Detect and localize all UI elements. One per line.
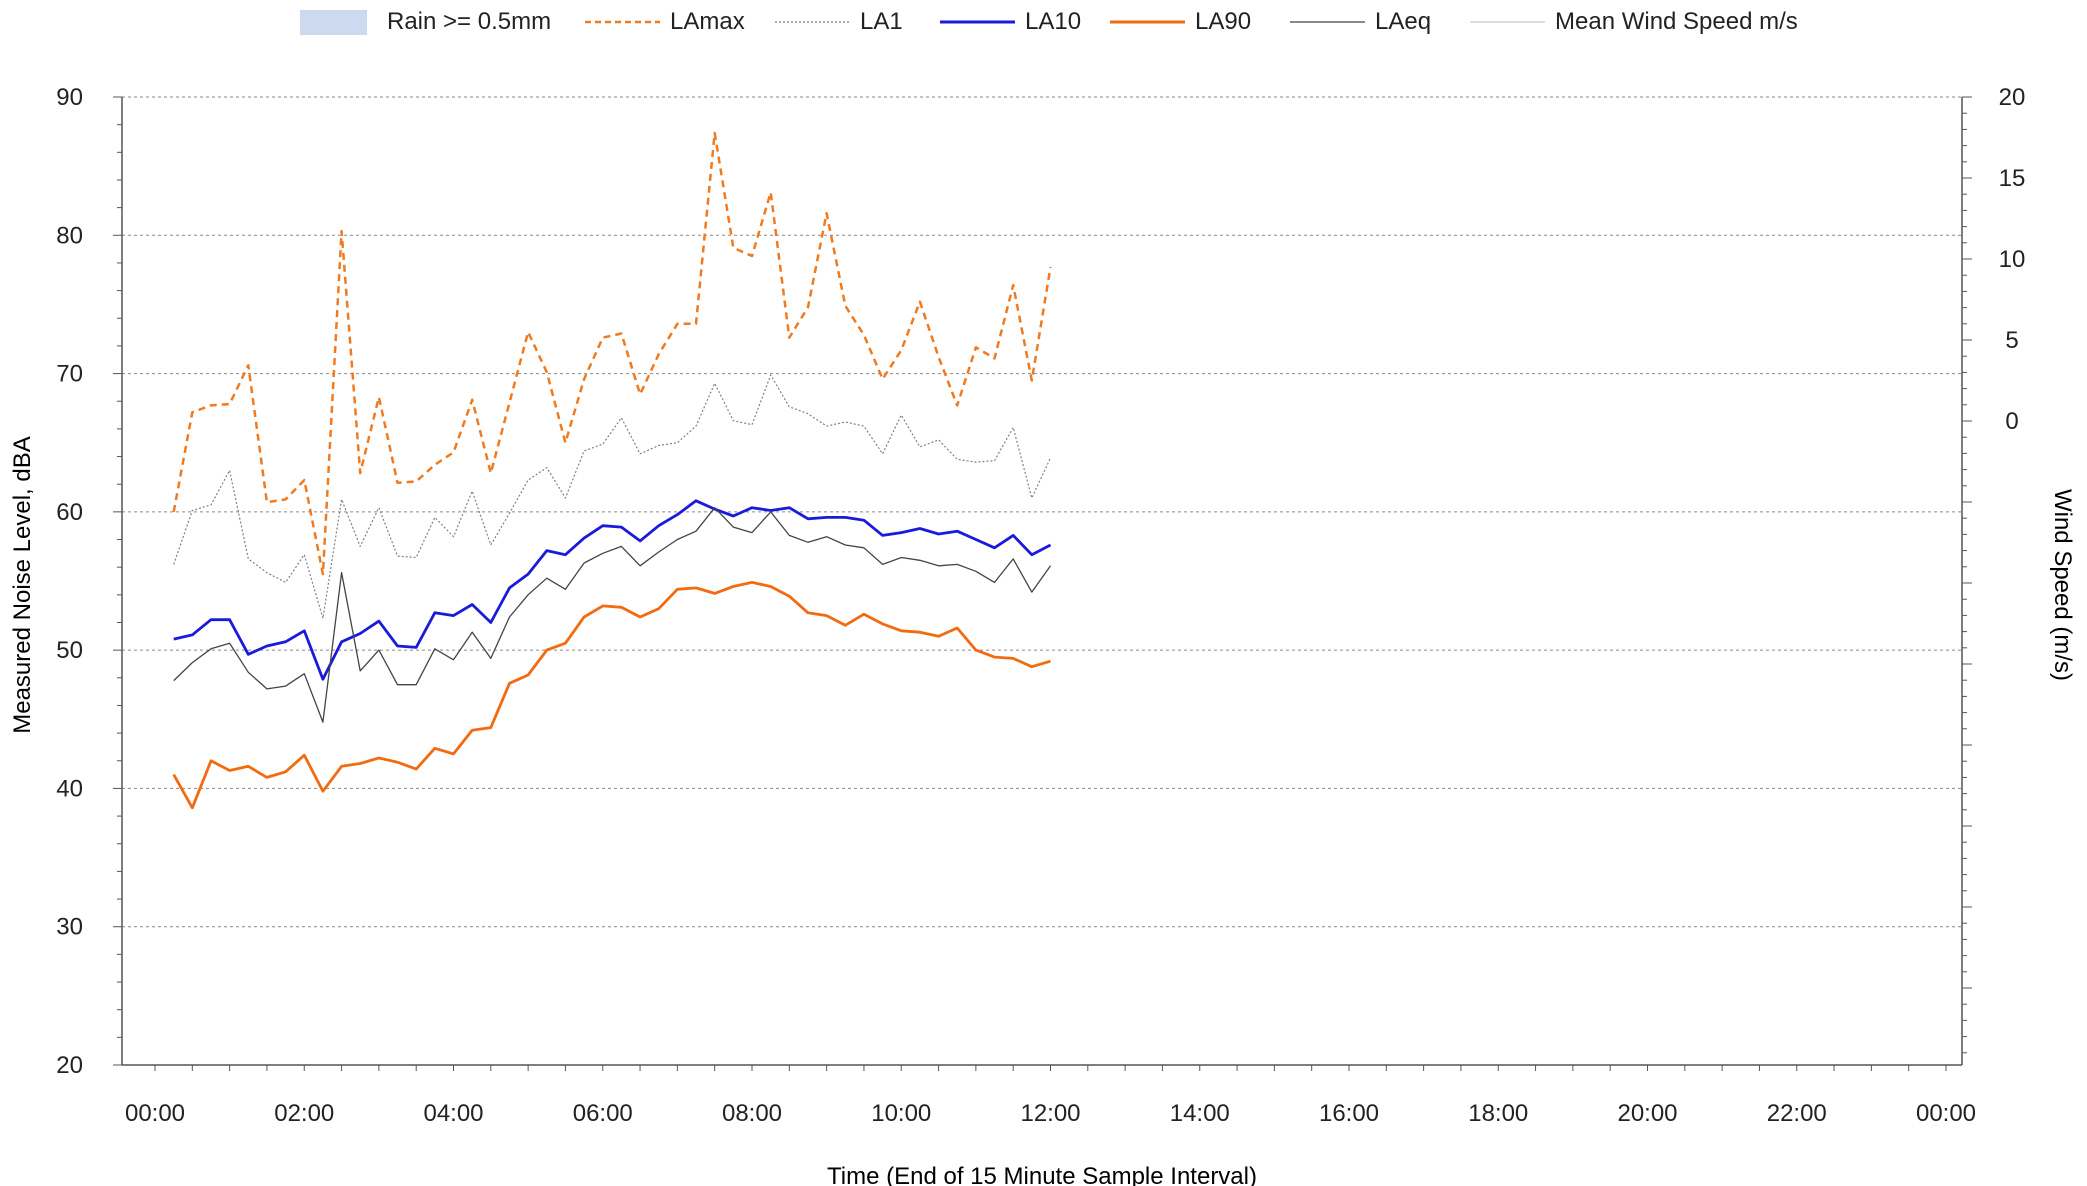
y2-tick-label: 15 xyxy=(1999,165,2026,192)
y-tick-label: 80 xyxy=(56,222,83,249)
y-tick-label: 20 xyxy=(56,1052,83,1079)
x-tick-label: 04:00 xyxy=(423,1100,483,1127)
y-axis-ticks: 20 30 40 50 60 70 80 90 xyxy=(56,84,122,1079)
legend-item-la10: LA10 xyxy=(940,8,1081,35)
x-tick-label: 22:00 xyxy=(1767,1100,1827,1127)
y-tick-label: 60 xyxy=(56,499,83,526)
legend-item-mean-wind-speed-m-s: Mean Wind Speed m/s xyxy=(1470,8,1798,35)
legend: Rain >= 0.5mm LAmax LA1 LA10 LA90 LAeq Mean Wi… xyxy=(300,8,1798,35)
series-line-lamax xyxy=(172,131,1052,576)
y-tick-label: 70 xyxy=(56,361,83,388)
legend-item-rain-0-5mm: Rain >= 0.5mm xyxy=(300,8,551,35)
legend-label: Rain >= 0.5mm xyxy=(387,8,551,35)
legend-item-la90: LA90 xyxy=(1110,8,1251,35)
legend-label: LA1 xyxy=(860,8,903,35)
legend-swatch xyxy=(300,10,367,35)
series-lines xyxy=(172,131,1052,810)
y2-tick-label: 0 xyxy=(2005,408,2018,435)
y-tick-label: 50 xyxy=(56,637,83,664)
y-tick-label: 30 xyxy=(56,914,83,941)
legend-label: LA90 xyxy=(1195,8,1251,35)
y-axis-title: Measured Noise Level, dBA xyxy=(9,436,36,734)
x-axis-ticks: 00:00 02:00 04:00 06:00 08:00 10:00 12:00 14:00… xyxy=(125,1065,1976,1127)
series-line-la1 xyxy=(173,374,1052,619)
legend-label: LAmax xyxy=(670,8,745,35)
axes xyxy=(121,97,1963,1066)
series-line-la10 xyxy=(173,499,1052,681)
x-axis-title: Time (End of 15 Minute Sample Interval) xyxy=(827,1163,1257,1186)
y2-tick-label: 20 xyxy=(1999,84,2026,111)
x-tick-label: 14:00 xyxy=(1170,1100,1230,1127)
gridlines xyxy=(122,96,1962,928)
x-tick-label: 08:00 xyxy=(722,1100,782,1127)
series-line-la90 xyxy=(172,581,1051,810)
y2-axis-title: Wind Speed (m/s) xyxy=(2049,489,2076,681)
legend-label: LAeq xyxy=(1375,8,1431,35)
x-tick-label: 06:00 xyxy=(573,1100,633,1127)
x-tick-label: 00:00 xyxy=(125,1100,185,1127)
y-tick-label: 40 xyxy=(56,775,83,802)
legend-item-laeq: LAeq xyxy=(1290,8,1431,35)
x-tick-label: 20:00 xyxy=(1617,1100,1677,1127)
legend-item-la1: LA1 xyxy=(775,8,903,35)
series-line-laeq xyxy=(173,507,1052,723)
legend-label: Mean Wind Speed m/s xyxy=(1555,8,1798,35)
y2-axis-ticks: 0 5 10 15 20 xyxy=(1962,84,2026,1054)
y2-tick-label: 10 xyxy=(1999,246,2026,273)
x-tick-label: 12:00 xyxy=(1020,1100,1080,1127)
legend-item-lamax: LAmax xyxy=(585,8,745,35)
x-tick-label: 02:00 xyxy=(274,1100,334,1127)
x-tick-label: 10:00 xyxy=(871,1100,931,1127)
y-tick-label: 90 xyxy=(56,84,83,111)
legend-label: LA10 xyxy=(1025,8,1081,35)
y2-tick-label: 5 xyxy=(2005,327,2018,354)
x-tick-label: 00:00 xyxy=(1916,1100,1976,1127)
x-tick-label: 16:00 xyxy=(1319,1100,1379,1127)
x-tick-label: 18:00 xyxy=(1468,1100,1528,1127)
